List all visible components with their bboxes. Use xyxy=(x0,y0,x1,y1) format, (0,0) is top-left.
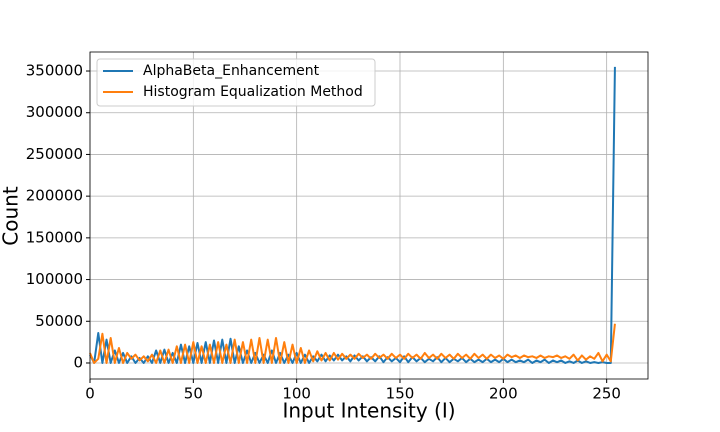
y-tick-label: 300000 xyxy=(26,103,83,121)
x-tick-label: 0 xyxy=(85,385,95,403)
x-axis-label: Input Intensity (I) xyxy=(282,399,455,423)
x-tick-label: 50 xyxy=(184,385,203,403)
x-tick-label: 200 xyxy=(489,385,518,403)
plot-frame xyxy=(89,51,649,380)
y-tick-label: 200000 xyxy=(26,187,83,205)
y-tick-label: 250000 xyxy=(26,145,83,163)
legend-box xyxy=(96,58,376,107)
y-tick-label: 100000 xyxy=(26,270,83,288)
series-line xyxy=(89,323,616,364)
y-tick-label: 150000 xyxy=(26,228,83,246)
legend-label: AlphaBeta_Enhancement xyxy=(143,63,320,79)
legend: AlphaBeta_Enhancement Histogram Equalizat… xyxy=(96,58,376,107)
y-tick-label: 50000 xyxy=(35,312,83,330)
x-tick-label: 250 xyxy=(592,385,621,403)
y-tick-label: 350000 xyxy=(26,62,83,80)
x-tick-label: 150 xyxy=(386,385,415,403)
y-tick-label: 0 xyxy=(73,353,83,371)
x-tick-label: 100 xyxy=(282,385,311,403)
legend-label: Histogram Equalization Method xyxy=(143,84,363,100)
series-line xyxy=(89,66,616,364)
y-axis-label: Count xyxy=(0,186,23,246)
